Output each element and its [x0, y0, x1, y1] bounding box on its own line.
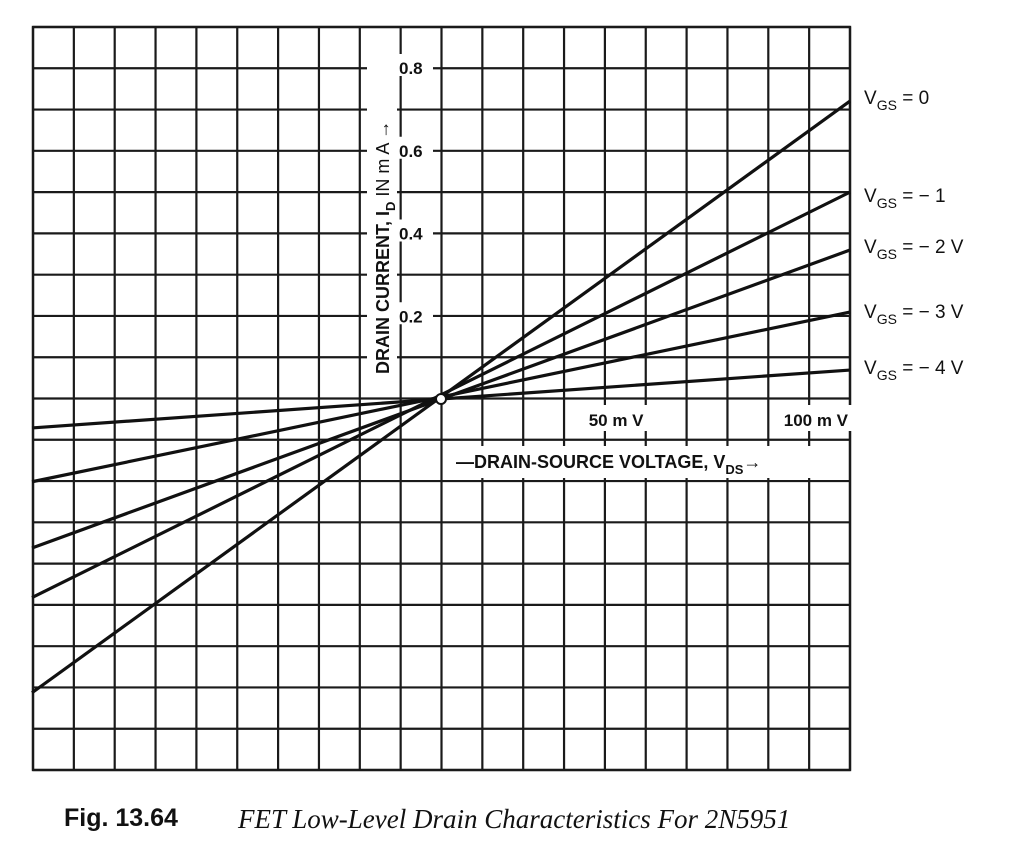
series-label-3: VGS = − 3 V [864, 302, 964, 327]
y-tick-label-bg [395, 136, 433, 159]
caption-text: FET Low-Level Drain Characteristics For … [237, 804, 790, 834]
y-tick-label: 0.8 [399, 59, 423, 78]
y-tick-label-bg [395, 219, 433, 242]
series-label-1: VGS = − 1 [864, 186, 946, 211]
chart-grid [31, 25, 852, 772]
y-tick-label: 0.2 [399, 307, 423, 326]
x-tick-label: 50 m V [589, 411, 644, 430]
x-axis-label-bg [452, 446, 844, 478]
plot-frame [31, 25, 852, 772]
x-tick-label: 100 m V [784, 411, 849, 430]
y-tick-label: 0.4 [399, 225, 423, 244]
caption-number: Fig. 13.64 [64, 804, 178, 832]
series-label-4: VGS = − 4 V [864, 358, 964, 383]
series-label-2: VGS = − 2 V [864, 237, 964, 262]
figure-caption: Fig. 13.64 FET Low-Level Drain Character… [64, 804, 790, 834]
y-axis-label-bg [367, 30, 397, 380]
chart-text: 0.2 0.4 0.6 0.8 50 m V 100 m V —DRAIN-SOURCE V… [367, 30, 964, 478]
x-axis-label: —DRAIN-SOURCE VOLTAGE, VDS→ [456, 452, 761, 477]
y-tick-label-bg [395, 302, 433, 325]
series-label-0: VGS = 0 [864, 88, 929, 113]
origin-point [435, 393, 447, 405]
x-tick-label-bg [776, 405, 854, 431]
x-tick-label-bg [581, 405, 650, 431]
y-tick-label-bg [395, 54, 433, 76]
y-tick-label: 0.6 [399, 142, 423, 161]
y-axis-label: DRAIN CURRENT, ID IN m A → [373, 121, 398, 374]
